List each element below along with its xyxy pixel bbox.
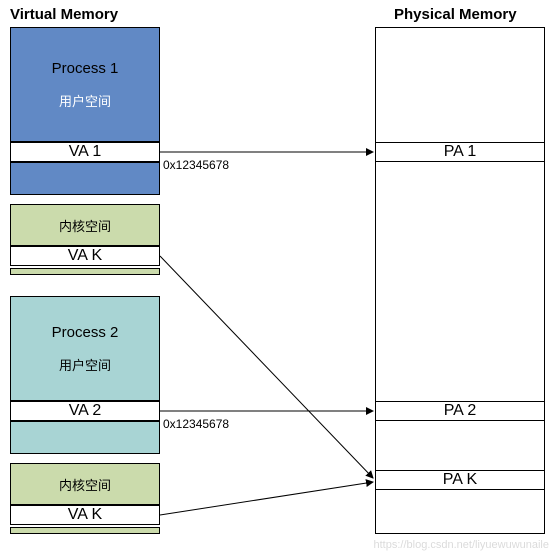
process2-user-space: Process 2 用户空间 <box>10 296 160 401</box>
physical-memory-column <box>375 27 545 534</box>
process2-name: Process 2 <box>52 324 119 341</box>
process1-va-user-text: VA 1 <box>69 143 102 161</box>
process2-user-label: 用户空间 <box>59 355 111 374</box>
process1-va-kernel-text: VA K <box>68 247 102 265</box>
process1-user-space: Process 1 用户空间 <box>10 27 160 142</box>
process2-va-user: VA 2 <box>10 401 160 421</box>
physical-pa1-text: PA 1 <box>444 143 477 161</box>
physical-memory-title: Physical Memory <box>394 6 517 23</box>
process1-name: Process 1 <box>52 60 119 77</box>
virtual-memory-title: Virtual Memory <box>10 6 118 23</box>
process2-address-label: 0x12345678 <box>163 417 229 431</box>
process1-user-label: 用户空间 <box>59 91 111 110</box>
process1-user-below <box>10 162 160 195</box>
process1-va-user: VA 1 <box>10 142 160 162</box>
process1-kernel-label: 内核空间 <box>59 216 111 235</box>
process2-kernel-space: 内核空间 <box>10 463 160 505</box>
physical-pa2: PA 2 <box>375 401 545 421</box>
arrow-vak2-pak <box>160 482 373 515</box>
process1-kernel-thin <box>10 268 160 275</box>
process2-va-kernel-text: VA K <box>68 506 102 524</box>
process1-address-label: 0x12345678 <box>163 158 229 172</box>
watermark: https://blog.csdn.net/liyuewuwunaile <box>374 539 550 551</box>
arrow-vak1-pak <box>160 256 373 478</box>
process1-va-kernel: VA K <box>10 246 160 266</box>
process2-kernel-label: 内核空间 <box>59 475 111 494</box>
process1-kernel-space: 内核空间 <box>10 204 160 246</box>
process2-va-user-text: VA 2 <box>69 402 102 420</box>
process2-kernel-thin <box>10 527 160 534</box>
process2-va-kernel: VA K <box>10 505 160 525</box>
physical-pak-text: PA K <box>443 471 477 489</box>
physical-pa2-text: PA 2 <box>444 402 477 420</box>
physical-pa1: PA 1 <box>375 142 545 162</box>
process2-user-below <box>10 421 160 454</box>
physical-pak: PA K <box>375 470 545 490</box>
